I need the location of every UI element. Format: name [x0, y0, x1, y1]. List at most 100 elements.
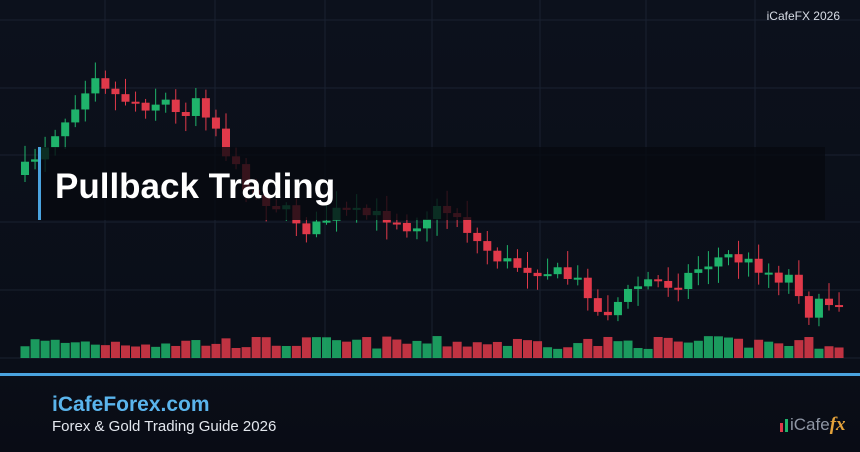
volume-bar	[482, 344, 492, 358]
candle-body	[784, 274, 793, 283]
volume-bar	[663, 337, 673, 358]
volume-bar	[382, 336, 392, 358]
volume-bar	[533, 341, 543, 358]
candle-body	[503, 258, 512, 262]
candle-body	[734, 254, 743, 263]
volume-bar	[553, 348, 563, 358]
volume-bar	[322, 337, 331, 358]
candle-body	[533, 272, 542, 277]
candle-body	[222, 128, 230, 157]
volume-bar	[201, 345, 211, 358]
volume-bar	[814, 348, 824, 358]
candle-body	[131, 101, 140, 104]
candle-body	[543, 274, 552, 277]
candle-body	[171, 99, 180, 113]
volume-bar	[794, 340, 804, 358]
brand-badge: iCafeFX 2026	[766, 9, 840, 23]
candle-body	[814, 298, 823, 318]
volume-bar	[834, 347, 844, 358]
volume-bar	[673, 341, 683, 358]
volume-bar	[70, 342, 80, 358]
volume-bar	[713, 336, 723, 358]
volume-bar	[452, 341, 462, 358]
volume-bar	[171, 345, 181, 358]
candle-body	[473, 232, 482, 242]
logo: iCafefx	[780, 414, 846, 436]
candle-body	[161, 99, 170, 105]
volume-bar	[362, 337, 372, 358]
volume-bar	[231, 347, 241, 358]
volume-bar	[291, 345, 301, 358]
volume-bar	[121, 345, 130, 358]
candle-body	[694, 269, 703, 273]
volume-bar	[593, 346, 603, 358]
volume-bar	[432, 336, 442, 358]
volume-bar	[774, 343, 784, 358]
candle-body	[804, 296, 813, 318]
volume-bar	[342, 341, 352, 358]
volume-bar	[90, 344, 100, 358]
candle-body	[312, 221, 321, 235]
candle-body	[91, 78, 100, 94]
volume-bar	[100, 345, 110, 358]
candle-body	[835, 305, 844, 308]
divider	[0, 373, 860, 376]
title: Pullback Trading	[55, 167, 336, 206]
candle-body	[392, 222, 401, 225]
logo-accent: fx	[829, 414, 846, 435]
candle-body	[51, 136, 60, 148]
volume-bar	[764, 341, 774, 358]
candle-body	[624, 288, 632, 302]
volume-bar	[502, 345, 512, 358]
candle-body	[825, 298, 833, 306]
volume-bar	[744, 347, 754, 358]
candle-body	[573, 277, 582, 280]
candle-body	[563, 267, 572, 279]
volume-bar	[402, 343, 412, 358]
volume-bar	[80, 341, 90, 358]
volume-bar	[211, 343, 221, 358]
candle-body	[714, 257, 723, 267]
volume-bar	[332, 340, 342, 358]
volume-bar	[512, 338, 522, 358]
candle-body	[423, 219, 431, 229]
volume-bar	[543, 347, 553, 358]
candle-body	[513, 258, 522, 268]
candle-body	[31, 159, 40, 162]
candle-body	[704, 266, 713, 270]
volume-bar	[50, 339, 60, 358]
volume-bar	[422, 343, 432, 358]
volume-bar	[301, 337, 311, 358]
candle-body	[61, 122, 70, 137]
volume-bar	[131, 346, 141, 358]
candle-body	[674, 287, 683, 290]
volume-bar	[573, 343, 583, 358]
volume-bar	[693, 340, 703, 358]
logo-text: iCafe	[790, 415, 830, 434]
volume-bar	[110, 341, 120, 358]
candle-body	[493, 250, 502, 262]
volume-bar	[683, 342, 693, 358]
candle-body	[593, 298, 602, 312]
volume-bar	[462, 346, 472, 358]
candle-body	[654, 279, 663, 282]
volume-bar	[181, 340, 191, 358]
candle-body	[151, 104, 160, 111]
candle-body	[302, 223, 311, 235]
subtitle: Forex & Gold Trading Guide 2026	[52, 418, 277, 435]
volume-bar	[824, 346, 834, 358]
candle-body	[553, 267, 562, 275]
volume-bar	[281, 345, 291, 358]
volume-bar	[563, 347, 573, 358]
volume-bar	[653, 336, 663, 358]
candle-body	[754, 258, 763, 273]
candle-body	[121, 94, 130, 102]
volume-bar	[633, 348, 643, 358]
volume-bar	[472, 342, 482, 358]
candle-body	[201, 98, 210, 118]
candle-body	[684, 272, 693, 290]
volume-bar	[141, 344, 151, 358]
volume-bar	[613, 341, 623, 358]
volume-bar	[623, 340, 633, 358]
